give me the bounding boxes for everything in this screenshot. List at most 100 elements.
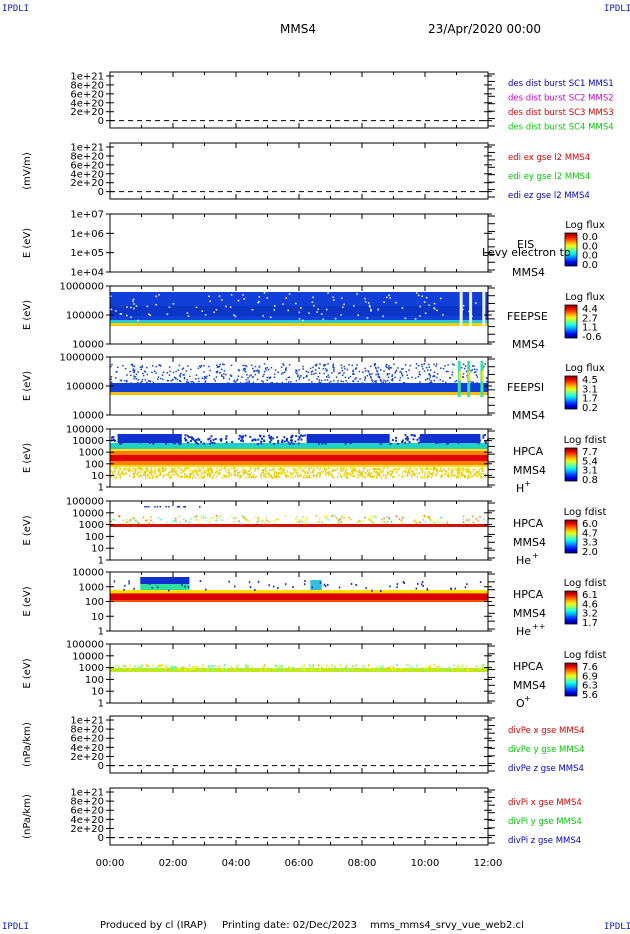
spectrogram-cell bbox=[350, 434, 353, 437]
spectrogram-cell bbox=[261, 472, 263, 475]
y-tick-label: 1000 bbox=[79, 448, 104, 459]
spectrogram-cell bbox=[249, 473, 252, 476]
spectrogram-cell bbox=[367, 370, 369, 372]
spectrogram-cell bbox=[196, 383, 198, 385]
spectrogram-cell bbox=[254, 439, 257, 442]
spectrogram-cell bbox=[256, 468, 259, 471]
spectrogram-cell bbox=[424, 379, 427, 381]
spectrogram-cell bbox=[250, 472, 253, 475]
spectrogram-cell bbox=[216, 470, 218, 473]
spectrogram-cell bbox=[320, 379, 323, 382]
spectrogram-cell bbox=[128, 520, 130, 523]
spectrogram-cell bbox=[125, 314, 128, 317]
spectrogram-cell bbox=[236, 471, 238, 474]
spectrogram-cell bbox=[381, 471, 383, 474]
spectrogram-cell bbox=[110, 378, 112, 381]
spectrogram-cell bbox=[230, 375, 232, 377]
spectrogram-cell bbox=[447, 364, 449, 366]
spectrogram-cell bbox=[166, 379, 169, 382]
spectrogram-cell bbox=[265, 384, 268, 387]
spectrogram-cell bbox=[236, 379, 238, 382]
spectrogram-cell bbox=[422, 436, 425, 439]
spectrogram-cell bbox=[343, 365, 345, 368]
spectrogram-cell bbox=[225, 435, 228, 438]
spectrogram-cell bbox=[286, 474, 288, 477]
spectrogram-cell bbox=[346, 472, 348, 475]
spectrogram-cell bbox=[422, 519, 424, 521]
spectrogram-cell bbox=[168, 473, 170, 476]
spectrogram-cell bbox=[129, 468, 131, 471]
date-time-title: 23/Apr/2020 00:00 bbox=[428, 22, 542, 36]
spectrogram-cell bbox=[118, 473, 120, 476]
spectrogram-cell bbox=[195, 441, 198, 444]
spectrogram-cell bbox=[370, 377, 372, 379]
spectrogram-cell bbox=[277, 587, 279, 590]
spectrogram-cell bbox=[318, 381, 321, 383]
spectrogram-cell bbox=[364, 376, 366, 378]
spectrogram-cell bbox=[388, 471, 390, 474]
spectrogram-cell bbox=[190, 473, 192, 476]
spectrogram-cell bbox=[437, 441, 440, 444]
spectrogram-cell bbox=[342, 467, 344, 470]
spectrogram-cell bbox=[345, 437, 348, 440]
spectrogram-cell bbox=[471, 381, 473, 383]
spectrogram-cell bbox=[324, 379, 326, 381]
plot-frame bbox=[109, 142, 489, 200]
spectrogram-cell bbox=[269, 440, 272, 443]
spectrogram-cell bbox=[345, 380, 347, 382]
spectrogram-cell bbox=[355, 470, 357, 473]
spectrogram-cell bbox=[137, 665, 140, 668]
spectrogram-cell bbox=[473, 371, 476, 374]
spectrogram-cell bbox=[242, 364, 244, 367]
spectrogram-cell bbox=[221, 375, 223, 378]
spectrogram-cell bbox=[268, 376, 270, 379]
spectrogram-cell bbox=[302, 319, 304, 322]
spectrogram-cell bbox=[339, 372, 341, 374]
spectrogram-cell bbox=[332, 468, 334, 471]
spectrogram-cell bbox=[227, 476, 229, 479]
spectrogram-cell bbox=[468, 520, 470, 523]
spectrogram-cell bbox=[294, 440, 297, 443]
spectrogram-cell bbox=[195, 438, 198, 441]
spectrogram-cell bbox=[414, 468, 416, 471]
spectrogram-cell bbox=[432, 375, 434, 378]
spectrogram-cell bbox=[374, 364, 376, 367]
spectrogram-cell bbox=[210, 468, 213, 471]
spectrogram-cell bbox=[195, 515, 198, 517]
spectrogram-cell bbox=[245, 379, 248, 381]
spectrogram-cell bbox=[257, 580, 260, 583]
spectrogram-cell bbox=[326, 468, 328, 471]
spectrogram-cell bbox=[209, 475, 212, 478]
spectrogram-cell bbox=[221, 299, 223, 301]
spectrogram-cell bbox=[157, 468, 159, 471]
spectrogram-cell bbox=[114, 468, 116, 471]
spectrogram-cell bbox=[479, 516, 481, 518]
spectrogram-cell bbox=[207, 520, 209, 522]
spectrogram-cell bbox=[361, 520, 364, 522]
spectrogram-cell bbox=[110, 392, 488, 395]
spectrogram-cell bbox=[462, 376, 465, 378]
spectrogram-cell bbox=[344, 376, 347, 379]
spectrogram-cell bbox=[329, 471, 331, 474]
spectrogram-cell bbox=[421, 476, 423, 479]
y-axis-label: (nPa/km) bbox=[22, 722, 33, 767]
spectrogram-cell bbox=[202, 476, 204, 479]
spectrogram-cell bbox=[129, 467, 131, 470]
y-axis-label: E (eV) bbox=[22, 515, 33, 545]
spectrogram-cell bbox=[417, 294, 420, 297]
spectrogram-cell bbox=[321, 442, 324, 445]
spectrogram-cell bbox=[429, 518, 432, 521]
spectrogram-cell bbox=[172, 470, 174, 473]
spectrogram-cell bbox=[165, 506, 168, 508]
spectrogram-cell bbox=[361, 470, 363, 473]
spectrogram-cell bbox=[159, 506, 162, 508]
spectrogram-cell bbox=[365, 475, 367, 478]
spectrogram-cell bbox=[319, 668, 321, 671]
footer-script-name: mms_mms4_srvy_vue_web2.cl bbox=[370, 920, 524, 931]
spectrogram-cell bbox=[409, 473, 411, 476]
spectrogram-cell bbox=[377, 440, 380, 443]
spectrogram-cell bbox=[159, 365, 162, 367]
spectrogram-cell bbox=[340, 364, 343, 366]
spectrogram-cell bbox=[323, 363, 325, 366]
spectrogram-cell bbox=[285, 437, 288, 440]
